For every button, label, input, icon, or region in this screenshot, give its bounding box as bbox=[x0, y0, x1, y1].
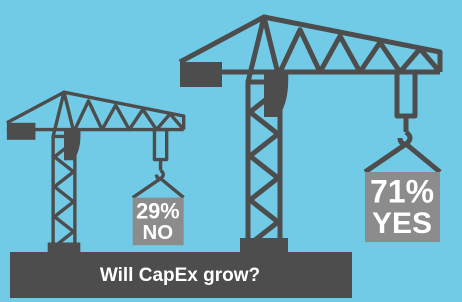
sling bbox=[365, 144, 440, 172]
counterweight bbox=[180, 62, 222, 87]
mast-foot bbox=[240, 238, 288, 252]
mast-foot bbox=[48, 242, 81, 252]
chart: 71%YES29%NO Will CapEx grow? bbox=[0, 0, 462, 302]
chart-title: Will CapEx grow? bbox=[100, 265, 260, 286]
trolley bbox=[154, 130, 166, 160]
value-label: 29% bbox=[136, 198, 180, 223]
cab bbox=[64, 128, 81, 160]
sling bbox=[133, 179, 184, 198]
cab bbox=[264, 70, 288, 117]
crane: 71%YES bbox=[180, 17, 440, 252]
value-label: 71% bbox=[370, 173, 434, 209]
trolley bbox=[397, 72, 415, 116]
category-label: YES bbox=[372, 207, 432, 240]
crane: 29%NO bbox=[7, 92, 184, 252]
counterweight bbox=[7, 123, 36, 140]
category-label: NO bbox=[143, 222, 174, 244]
